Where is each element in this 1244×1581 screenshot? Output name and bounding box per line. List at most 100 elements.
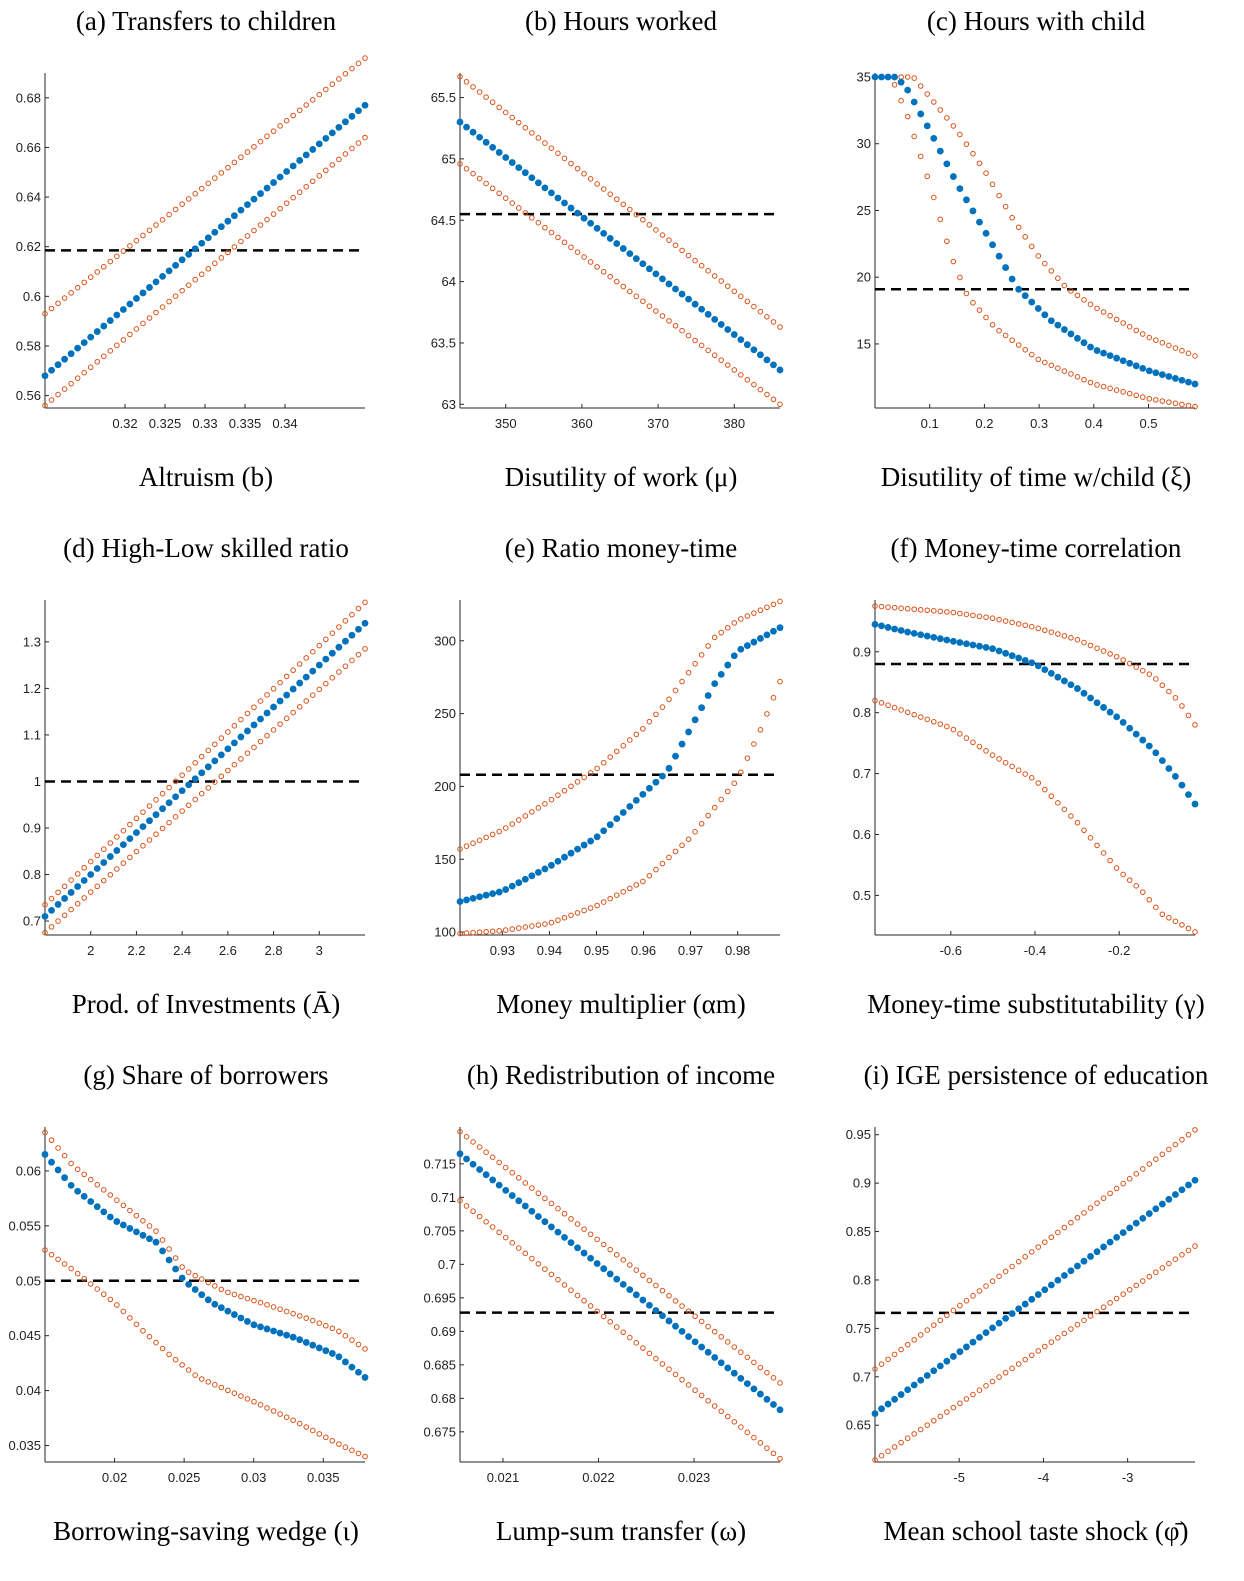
baseline-point bbox=[580, 841, 588, 849]
upper-bound-point bbox=[950, 609, 957, 616]
baseline-point bbox=[257, 190, 264, 197]
lower-bound-point bbox=[342, 1444, 349, 1451]
upper-bound-point bbox=[1146, 334, 1153, 341]
upper-bound-point bbox=[904, 74, 911, 80]
lower-bound-point bbox=[685, 1382, 692, 1388]
lower-bound-point bbox=[600, 1313, 607, 1320]
lower-bound-point bbox=[1068, 1326, 1074, 1332]
baseline-point bbox=[1172, 374, 1179, 382]
upper-bound-point bbox=[509, 1169, 516, 1176]
lower-bound-point bbox=[329, 1437, 336, 1444]
x-axis-label: Money-time substitutability (γ) bbox=[867, 989, 1205, 1019]
upper-bound-point bbox=[1015, 1258, 1022, 1265]
lower-bound-point bbox=[917, 1426, 924, 1433]
lower-bound-point bbox=[633, 882, 640, 888]
baseline-point bbox=[322, 655, 330, 663]
upper-bound-series bbox=[457, 73, 783, 330]
baseline-series bbox=[41, 619, 369, 920]
x-tick-label: 0.035 bbox=[307, 1470, 340, 1485]
y-tick-label: 0.9 bbox=[853, 1176, 871, 1191]
baseline-point bbox=[528, 174, 536, 182]
lower-bound-point bbox=[898, 1439, 904, 1446]
baseline-point bbox=[355, 1368, 362, 1376]
lower-bound-point bbox=[251, 1398, 257, 1405]
baseline-point bbox=[54, 1166, 62, 1174]
baseline-point bbox=[1119, 357, 1127, 365]
baseline-point bbox=[904, 86, 912, 94]
baseline-point bbox=[554, 1228, 562, 1236]
upper-bound-point bbox=[483, 1149, 489, 1156]
lower-bound-point bbox=[1192, 1243, 1198, 1249]
lower-bound-point bbox=[1100, 1304, 1107, 1311]
lower-bound-point bbox=[362, 134, 368, 141]
upper-bound-series bbox=[872, 603, 1198, 728]
baseline-point bbox=[185, 781, 193, 789]
lower-bound-point bbox=[679, 327, 685, 334]
baseline-point bbox=[139, 289, 147, 297]
baseline-point bbox=[1185, 378, 1192, 386]
baseline-point bbox=[1008, 1310, 1016, 1317]
lower-bound-point bbox=[653, 308, 659, 314]
upper-bound-point bbox=[581, 1226, 587, 1232]
lower-bound-point bbox=[120, 337, 127, 343]
upper-bound-point bbox=[600, 186, 607, 192]
baseline-point bbox=[976, 1333, 983, 1341]
lower-bound-point bbox=[711, 1403, 718, 1409]
lower-bound-point bbox=[872, 1457, 878, 1463]
baseline-point bbox=[698, 305, 706, 313]
upper-bound-point bbox=[626, 206, 633, 213]
upper-bound-point bbox=[640, 1272, 646, 1279]
lower-bound-point bbox=[100, 1291, 107, 1298]
lower-bound-point bbox=[640, 878, 646, 885]
baseline-point bbox=[1015, 285, 1023, 293]
baseline-point bbox=[100, 322, 108, 330]
upper-bound-point bbox=[1126, 323, 1133, 330]
lower-bound-point bbox=[81, 895, 87, 901]
baseline-point bbox=[936, 147, 944, 155]
baseline-point bbox=[1126, 359, 1134, 367]
upper-bound-point bbox=[548, 1200, 555, 1207]
baseline-point bbox=[704, 692, 712, 699]
lower-bound-point bbox=[238, 238, 244, 245]
lower-bound-point bbox=[316, 173, 323, 179]
upper-bound-point bbox=[114, 1197, 120, 1203]
upper-bound-point bbox=[68, 290, 74, 296]
lower-bound-point bbox=[127, 854, 133, 861]
lower-bound-point bbox=[87, 364, 94, 371]
lower-bound-point bbox=[185, 1367, 192, 1373]
x-tick-label: 2.2 bbox=[127, 943, 145, 958]
lower-bound-point bbox=[555, 917, 561, 923]
lower-bound-point bbox=[257, 1402, 264, 1408]
lower-bound-point bbox=[342, 151, 349, 157]
baseline-point bbox=[698, 1343, 706, 1351]
baseline-point bbox=[652, 778, 660, 786]
baseline-point bbox=[1008, 652, 1016, 660]
upper-bound-point bbox=[1022, 1253, 1029, 1260]
lower-bound-point bbox=[963, 735, 970, 741]
baseline-point bbox=[672, 1322, 679, 1330]
upper-bound-point bbox=[548, 145, 555, 152]
y-tick-label: 150 bbox=[434, 852, 456, 867]
lower-bound-point bbox=[74, 375, 81, 381]
lower-bound-point bbox=[944, 723, 950, 730]
lower-bound-point bbox=[94, 358, 101, 365]
baseline-point bbox=[1028, 298, 1036, 306]
upper-bound-point bbox=[529, 1185, 535, 1191]
x-tick-label: 0.3 bbox=[1030, 416, 1048, 431]
upper-bound-point bbox=[944, 1312, 950, 1319]
lower-bound-point bbox=[705, 347, 711, 354]
baseline-point bbox=[309, 146, 317, 153]
upper-bound-point bbox=[185, 1269, 192, 1275]
baseline-point bbox=[574, 845, 581, 853]
upper-bound-point bbox=[257, 1299, 264, 1306]
baseline-point bbox=[923, 632, 931, 640]
lower-bound-point bbox=[976, 307, 983, 313]
lower-bound-point bbox=[270, 1408, 277, 1414]
baseline-point bbox=[626, 1286, 634, 1294]
baseline-point bbox=[665, 764, 673, 772]
baseline-point bbox=[1034, 662, 1042, 670]
baseline-point bbox=[211, 757, 219, 765]
lower-bound-point bbox=[1081, 827, 1087, 834]
lower-bound-series bbox=[42, 134, 368, 409]
